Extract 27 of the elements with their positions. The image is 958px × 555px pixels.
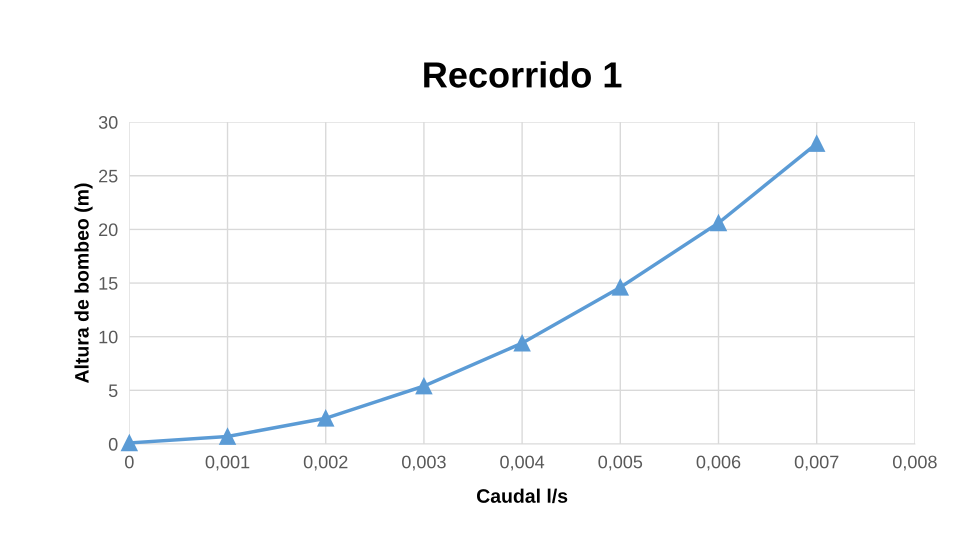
point — [514, 334, 530, 352]
point — [317, 410, 334, 427]
x-tick-label: 0,004 — [500, 456, 544, 471]
x-tick-label: 0,005 — [598, 456, 642, 471]
x-tick-label: 0,008 — [893, 456, 937, 471]
y-tick-label: 0 — [108, 438, 118, 451]
y-tick-label: 5 — [108, 384, 118, 398]
point — [120, 434, 138, 452]
x-tick-label: 0 — [125, 456, 134, 468]
point — [612, 279, 629, 296]
y-tick-label: 30 — [98, 116, 118, 129]
point — [219, 428, 236, 445]
y-tick-label: 20 — [99, 223, 118, 236]
y-tick-label: 10 — [100, 330, 118, 344]
point — [416, 378, 432, 394]
x-tick-label: 0,007 — [794, 456, 838, 471]
x-tick-label: 0,003 — [402, 456, 446, 471]
point — [710, 214, 727, 232]
x-tick-label: 0,006 — [696, 456, 740, 471]
chart-title: Recorrido 1 — [424, 61, 622, 88]
point — [808, 135, 826, 152]
x-tick-label: 0,001 — [206, 456, 250, 471]
x-axis-title: Caudal l/s — [476, 488, 568, 504]
y-axis-title: Altura de bombeo (m) — [74, 184, 93, 384]
y-tick-label: 25 — [99, 170, 118, 182]
x-tick-label: 0,002 — [304, 456, 348, 471]
y-tick-label: 15 — [100, 277, 118, 290]
